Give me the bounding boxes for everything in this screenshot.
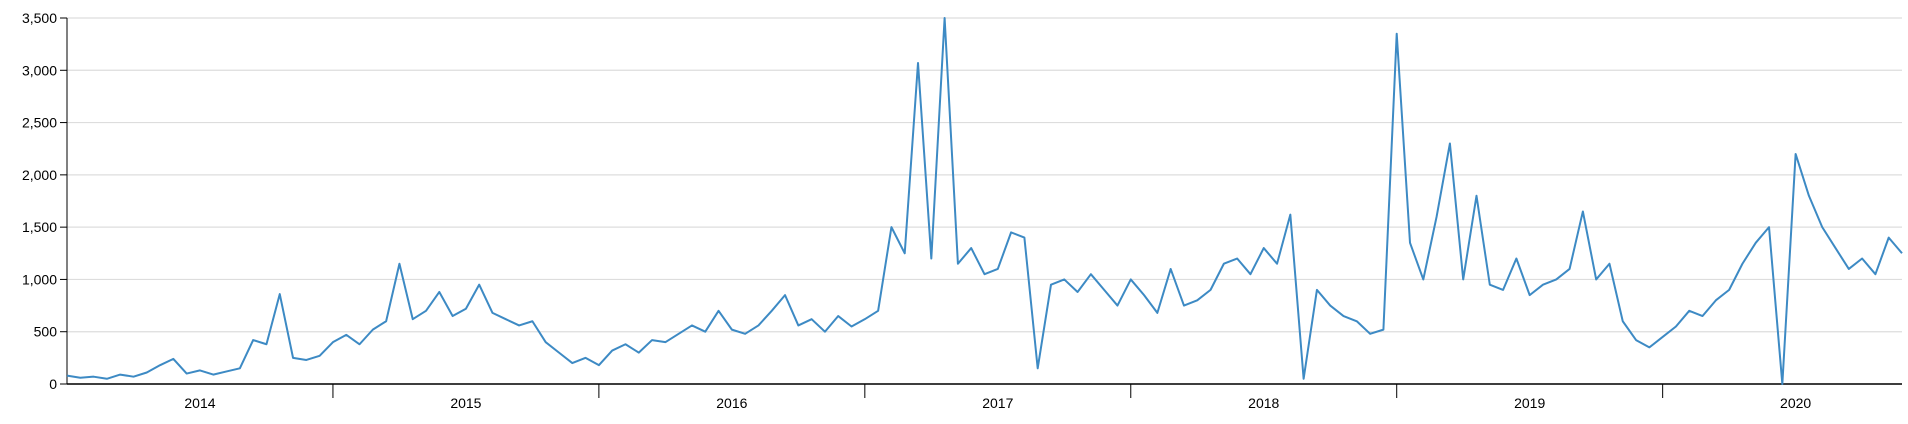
x-tick-label: 2020 — [1780, 395, 1811, 411]
y-tick-label: 1,500 — [22, 219, 57, 235]
y-tick-label: 3,000 — [22, 62, 57, 78]
x-tick-label: 2017 — [982, 395, 1013, 411]
y-tick-label: 1,000 — [22, 271, 57, 287]
y-tick-label: 3,500 — [22, 10, 57, 26]
y-tick-label: 2,500 — [22, 115, 57, 131]
x-tick-label: 2018 — [1248, 395, 1279, 411]
x-tick-label: 2014 — [184, 395, 215, 411]
y-tick-label: 0 — [49, 376, 57, 392]
x-tick-label: 2015 — [450, 395, 481, 411]
y-tick-label: 2,000 — [22, 167, 57, 183]
data-line — [66, 17, 1903, 385]
x-tick-label: 2019 — [1514, 395, 1545, 411]
y-tick-label: 500 — [34, 324, 58, 340]
x-tick-label: 2016 — [716, 395, 747, 411]
